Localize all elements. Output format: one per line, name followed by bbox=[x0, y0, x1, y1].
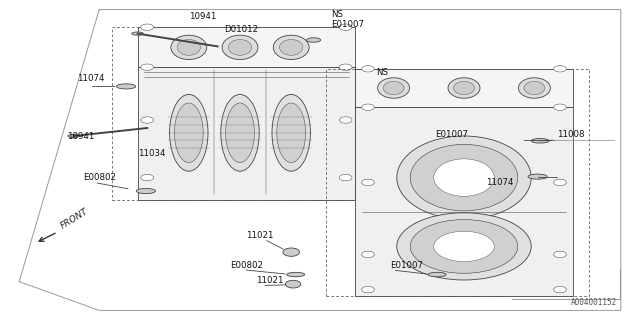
Ellipse shape bbox=[222, 35, 258, 60]
Circle shape bbox=[362, 286, 374, 293]
Text: 11021: 11021 bbox=[256, 276, 284, 285]
Bar bbox=[112, 27, 355, 200]
Circle shape bbox=[554, 251, 566, 258]
Text: NS: NS bbox=[332, 10, 344, 19]
Text: E01007: E01007 bbox=[435, 130, 468, 139]
Ellipse shape bbox=[397, 213, 531, 280]
Ellipse shape bbox=[116, 84, 136, 89]
Ellipse shape bbox=[170, 94, 208, 171]
Bar bbox=[326, 69, 589, 296]
Circle shape bbox=[362, 104, 374, 110]
Text: A004001152: A004001152 bbox=[572, 298, 618, 307]
Text: E01007: E01007 bbox=[390, 261, 424, 270]
Ellipse shape bbox=[528, 174, 547, 179]
Ellipse shape bbox=[272, 94, 310, 171]
Ellipse shape bbox=[273, 35, 309, 60]
Ellipse shape bbox=[277, 103, 306, 163]
Text: 10941: 10941 bbox=[67, 132, 95, 141]
Ellipse shape bbox=[531, 139, 549, 143]
Ellipse shape bbox=[226, 103, 255, 163]
Circle shape bbox=[339, 24, 352, 30]
Text: 11074: 11074 bbox=[486, 178, 514, 187]
Text: FRONT: FRONT bbox=[59, 207, 90, 231]
Circle shape bbox=[554, 104, 566, 110]
Ellipse shape bbox=[454, 81, 474, 95]
Polygon shape bbox=[138, 27, 355, 67]
Circle shape bbox=[141, 64, 154, 70]
Circle shape bbox=[362, 251, 374, 258]
Ellipse shape bbox=[171, 35, 207, 60]
Text: E00802: E00802 bbox=[83, 173, 116, 182]
Circle shape bbox=[554, 66, 566, 72]
Ellipse shape bbox=[132, 32, 143, 35]
Text: 11074: 11074 bbox=[77, 74, 104, 83]
Circle shape bbox=[339, 117, 352, 123]
Circle shape bbox=[554, 179, 566, 186]
Ellipse shape bbox=[524, 81, 545, 95]
Polygon shape bbox=[355, 107, 573, 296]
Ellipse shape bbox=[221, 94, 259, 171]
Ellipse shape bbox=[410, 220, 518, 273]
Text: 11021: 11021 bbox=[246, 231, 274, 240]
Ellipse shape bbox=[174, 103, 204, 163]
Ellipse shape bbox=[307, 38, 321, 42]
Circle shape bbox=[339, 64, 352, 70]
Text: 11034: 11034 bbox=[138, 149, 165, 158]
Circle shape bbox=[285, 280, 301, 288]
Text: 10941: 10941 bbox=[189, 12, 216, 21]
Text: E00802: E00802 bbox=[230, 261, 264, 270]
Ellipse shape bbox=[434, 159, 494, 196]
Text: NS: NS bbox=[376, 68, 388, 77]
Ellipse shape bbox=[383, 81, 404, 95]
Ellipse shape bbox=[397, 136, 531, 219]
Ellipse shape bbox=[448, 78, 480, 98]
Ellipse shape bbox=[177, 39, 200, 55]
Circle shape bbox=[554, 286, 566, 293]
Ellipse shape bbox=[68, 134, 79, 138]
Ellipse shape bbox=[280, 39, 303, 55]
Polygon shape bbox=[138, 67, 355, 200]
Ellipse shape bbox=[136, 188, 156, 194]
Circle shape bbox=[362, 179, 374, 186]
Text: D01012: D01012 bbox=[224, 25, 258, 34]
Text: 11008: 11008 bbox=[557, 130, 584, 139]
Ellipse shape bbox=[428, 272, 446, 277]
Ellipse shape bbox=[378, 78, 410, 98]
Text: E01007: E01007 bbox=[332, 20, 365, 29]
Ellipse shape bbox=[518, 78, 550, 98]
Circle shape bbox=[141, 174, 154, 181]
Ellipse shape bbox=[434, 231, 494, 261]
Circle shape bbox=[141, 117, 154, 123]
Ellipse shape bbox=[287, 272, 305, 277]
Circle shape bbox=[362, 66, 374, 72]
Circle shape bbox=[141, 24, 154, 30]
Circle shape bbox=[339, 174, 352, 181]
Circle shape bbox=[283, 248, 300, 256]
Ellipse shape bbox=[228, 39, 252, 55]
Ellipse shape bbox=[410, 144, 518, 211]
Polygon shape bbox=[355, 69, 573, 107]
